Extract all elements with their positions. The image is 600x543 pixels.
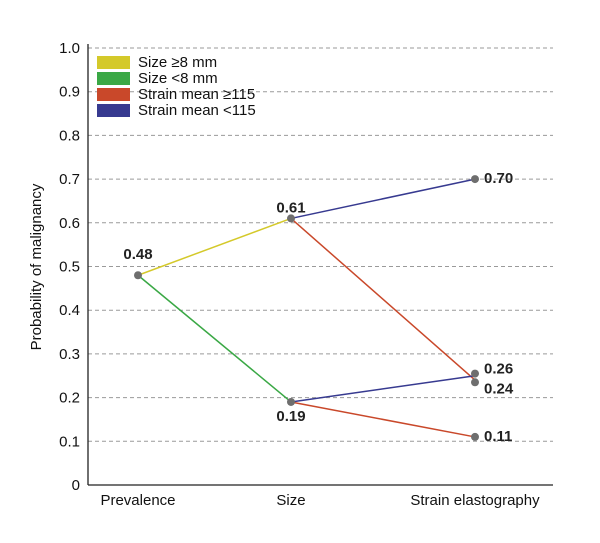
point-value-label: 0.48 (123, 246, 152, 263)
y-tick-label: 0.4 (59, 302, 80, 319)
point-labels: 0.48 0.61 0.19 0.70 0.26 0.24 0.11 (123, 170, 513, 445)
point-value-label: 0.19 (276, 408, 305, 425)
y-tick-label: 0.7 (59, 171, 80, 188)
y-tick-label: 0.9 (59, 84, 80, 101)
legend-label: Size ≥8 mm (138, 54, 217, 71)
gridlines (88, 47, 553, 442)
y-tick-label: 0.2 (59, 390, 80, 407)
point-value-label: 0.26 (484, 361, 513, 378)
x-category-labels: Prevalence Size Strain elastography (100, 492, 540, 509)
series-line-2 (290, 217, 476, 381)
y-tick-label: 0.5 (59, 259, 80, 276)
y-tick-label: 0.1 (59, 433, 80, 450)
series-line-5 (290, 401, 476, 438)
x-category-label: Prevalence (100, 492, 175, 509)
data-point (287, 397, 295, 406)
legend-label: Strain mean <115 (138, 102, 256, 119)
series-line-4 (290, 375, 476, 403)
data-point (471, 175, 479, 184)
y-tick-label: 1.0 (59, 40, 80, 57)
x-category-label: Strain elastography (410, 492, 540, 509)
data-point (134, 271, 142, 280)
data-point (471, 369, 479, 378)
point-value-label: 0.11 (484, 428, 512, 445)
series-line-3 (290, 178, 476, 220)
point-value-label: 0.61 (276, 199, 305, 216)
data-point (471, 432, 479, 441)
legend-swatch (97, 56, 130, 69)
y-tick-label: 0.6 (59, 215, 80, 232)
data-points (134, 175, 479, 441)
series-line-0 (137, 217, 292, 276)
y-tick-label: 0 (72, 477, 80, 494)
legend-label: Size <8 mm (138, 70, 218, 87)
series-line-1 (137, 274, 292, 403)
y-axis-title: Probability of malignancy (28, 183, 45, 350)
legend-swatch (97, 104, 130, 117)
data-point (471, 378, 479, 387)
axes (87, 44, 553, 486)
legend-swatch (97, 72, 130, 85)
series-lines (137, 178, 476, 438)
point-value-label: 0.70 (484, 170, 513, 187)
point-value-label: 0.24 (484, 380, 514, 397)
y-tick-labels: 0 0.1 0.2 0.3 0.4 0.5 0.6 0.7 0.8 0.9 1.0 (59, 40, 80, 494)
legend-label: Strain mean ≥115 (138, 86, 255, 103)
x-category-label: Size (276, 492, 305, 509)
y-tick-label: 0.8 (59, 127, 80, 144)
y-tick-label: 0.3 (59, 346, 80, 363)
legend-swatch (97, 88, 130, 101)
data-point (287, 214, 295, 223)
